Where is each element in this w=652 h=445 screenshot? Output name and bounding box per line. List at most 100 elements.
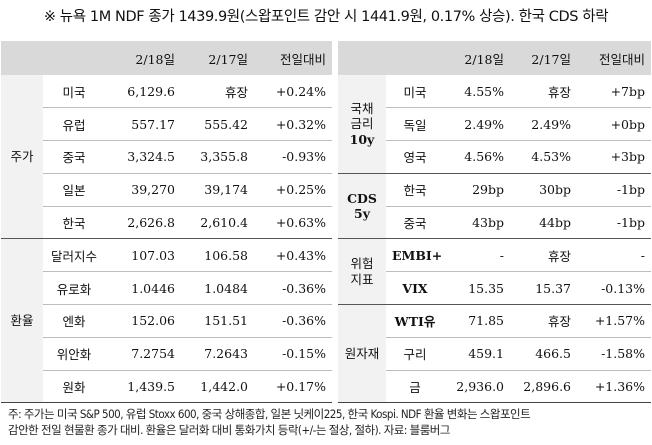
item-name: 엔화 (43, 304, 105, 338)
table-row: VIX 15.35 15.37 -0.13% (338, 271, 651, 306)
item-name: 원화 (43, 370, 105, 404)
value-date2: 151.51 (181, 304, 254, 338)
group-label-line: 국채 (350, 100, 374, 116)
value-date1: 152.06 (105, 304, 181, 338)
group-label-line: 원자재 (344, 345, 380, 361)
item-name: EMBI+ (386, 238, 444, 273)
footnote-line-1: 주: 주가는 미국 S&P 500, 유럽 Stoxx 600, 중국 상해종합… (8, 407, 531, 421)
value-date2: 2,896.6 (510, 370, 577, 404)
left-header-change: 전일대비 (254, 41, 332, 75)
value-date2: 39,174 (181, 173, 254, 207)
left-header-group (1, 41, 43, 75)
value-date1: 1.0446 (105, 271, 181, 306)
right-header-group (338, 41, 386, 75)
value-date1: 71.85 (444, 304, 510, 338)
table-row: CDS 5y 한국 29bp 30bp -1bp (338, 173, 651, 240)
value-date2: 2,610.4 (181, 206, 254, 240)
value-change: +1.57% (577, 304, 651, 338)
group-label-line: 5y (354, 206, 370, 222)
table-row: 주가 미국 6,129.6 휴장 +0.24% (1, 75, 332, 240)
left-market-table: 2/18일 2/17일 전일대비 주가 미국 6,129.6 휴장 +0.24% 유럽 55… (1, 41, 332, 404)
value-date2: 555.42 (181, 107, 254, 142)
item-name: 중국 (386, 206, 444, 240)
group-label-line: 지표 (350, 271, 374, 287)
table-row: 구리 459.1 466.5 -1.58% (338, 337, 651, 371)
group-label-text: 환율 (10, 313, 34, 329)
right-header-change: 전일대비 (577, 41, 651, 75)
value-date1: 459.1 (444, 337, 510, 371)
value-date2: 44bp (510, 206, 577, 240)
value-date1: 4.55% (444, 75, 510, 109)
value-change: -0.36% (254, 304, 332, 338)
item-name: 미국 (386, 75, 444, 109)
table-row: 일본 39,270 39,174 +0.25% (1, 173, 332, 207)
table-row: 국채 금리 10y 미국 4.55% 휴장 +7bp (338, 75, 651, 174)
value-date2: 4.53% (510, 140, 577, 174)
value-date2: 휴장 (510, 238, 577, 273)
value-change: - (577, 238, 651, 273)
value-date1: 7.2754 (105, 337, 181, 371)
value-date2: 휴장 (510, 304, 577, 338)
item-name: 중국 (43, 140, 105, 174)
group-label-text: 주가 (10, 148, 34, 164)
footnote-line-2: 감안한 전일 현물환 종가 대비. 환율은 달러화 대비 통화가치 등락(+/-… (8, 423, 450, 437)
table-row: 원화 1,439.5 1,442.0 +0.17% (1, 370, 332, 404)
left-group-label: 환율 (1, 238, 43, 404)
value-date2: 휴장 (510, 75, 577, 109)
value-date1: 557.17 (105, 107, 181, 142)
item-name: 일본 (43, 173, 105, 207)
value-date1: 39,270 (105, 173, 181, 207)
table-row: 한국 2,626.8 2,610.4 +0.63% (1, 206, 332, 240)
table-row: 독일 2.49% 2.49% +0bp (338, 107, 651, 142)
item-name: 위안화 (43, 337, 105, 371)
item-name: 한국 (43, 206, 105, 240)
value-change: -1bp (577, 206, 651, 240)
item-name: 한국 (386, 173, 444, 207)
value-change: +0.63% (254, 206, 332, 240)
table-row: 위험 지표 EMBI+ - 휴장 - (338, 238, 651, 306)
group-label-line: 위험 (350, 256, 374, 272)
right-group-label: 위험 지표 (338, 238, 386, 306)
table-row: 중국 3,324.5 3,355.8 -0.93% (1, 140, 332, 174)
headline: ※ 뉴욕 1M NDF 종가 1439.9원(스왑포인트 감안 시 1441.9… (43, 9, 609, 25)
value-change: +0.24% (254, 75, 332, 109)
item-name: 구리 (386, 337, 444, 371)
value-date2: 7.2643 (181, 337, 254, 371)
value-date1: 3,324.5 (105, 140, 181, 174)
footnote: 주: 주가는 미국 S&P 500, 유럽 Stoxx 600, 중국 상해종합… (8, 406, 648, 438)
value-change: +0.25% (254, 173, 332, 207)
value-change: -1bp (577, 173, 651, 207)
value-change: -1.58% (577, 337, 651, 371)
value-date2: 15.37 (510, 271, 577, 306)
left-group-label: 주가 (1, 75, 43, 240)
value-date1: 29bp (444, 173, 510, 207)
value-date2: 1,442.0 (181, 370, 254, 404)
table-row: 엔화 152.06 151.51 -0.36% (1, 304, 332, 338)
value-change: +0.17% (254, 370, 332, 404)
value-date2: 2.49% (510, 107, 577, 142)
value-date1: 107.03 (105, 238, 181, 273)
right-group-label: CDS 5y (338, 173, 386, 240)
value-date2: 1.0484 (181, 271, 254, 306)
item-name: 유로화 (43, 271, 105, 306)
value-date2: 3,355.8 (181, 140, 254, 174)
value-change: +1.36% (577, 370, 651, 404)
value-date1: 6,129.6 (105, 75, 181, 109)
table-row: 환율 달러지수 107.03 106.58 +0.43% (1, 238, 332, 404)
value-date1: 2,936.0 (444, 370, 510, 404)
value-change: +0.43% (254, 238, 332, 273)
right-header-item (386, 41, 444, 75)
table-row: 유로화 1.0446 1.0484 -0.36% (1, 271, 332, 306)
left-header-date1: 2/18일 (105, 41, 181, 75)
right-header-date2: 2/17일 (510, 41, 577, 75)
table-row: 위안화 7.2754 7.2643 -0.15% (1, 337, 332, 371)
group-label-line: 10y (349, 131, 375, 147)
table-row: 원자재 WTI유 71.85 휴장 +1.57% (338, 304, 651, 404)
value-date1: 2.49% (444, 107, 510, 142)
value-date2: 30bp (510, 173, 577, 207)
item-name: 달러지수 (43, 238, 105, 273)
table-row: 유럽 557.17 555.42 +0.32% (1, 107, 332, 142)
table-row: 영국 4.56% 4.53% +3bp (338, 140, 651, 174)
right-group-label: 원자재 (338, 304, 386, 404)
right-header-row: 2/18일 2/17일 전일대비 (338, 41, 651, 75)
